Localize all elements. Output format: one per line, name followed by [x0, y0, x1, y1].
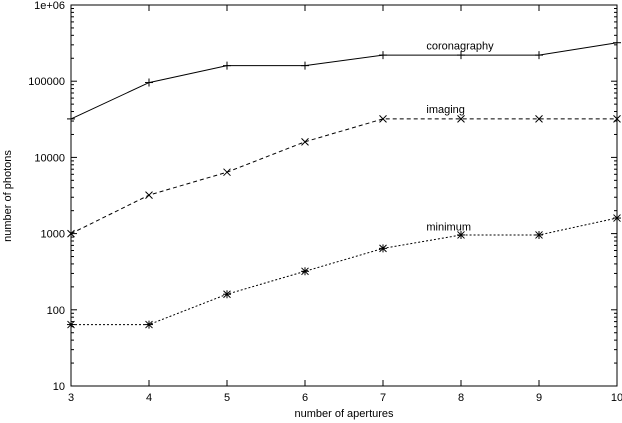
marker-stroke	[535, 115, 543, 123]
data-point	[145, 320, 153, 329]
data-point	[457, 51, 465, 60]
data-point	[613, 115, 621, 123]
data-point	[145, 78, 153, 87]
x-tick-label: 8	[458, 392, 464, 404]
marker-stroke	[379, 115, 387, 123]
data-point	[67, 114, 75, 123]
x-tick-label: 3	[68, 392, 74, 404]
x-tick-label: 5	[224, 392, 230, 404]
series-line-coronagraphy	[70, 42, 618, 120]
marker-stroke	[223, 290, 231, 299]
data-point	[535, 115, 543, 123]
series-group: coronagraphy imaging minimum	[67, 38, 621, 329]
marker-stroke	[67, 229, 75, 238]
marker-stroke	[301, 267, 309, 276]
y-tick-label: 10	[53, 381, 65, 393]
series-coronagraphy: coronagraphy	[67, 38, 621, 123]
data-point	[535, 51, 543, 60]
data-point	[613, 38, 621, 47]
x-tick-label: 4	[146, 392, 152, 404]
marker-stroke	[67, 320, 75, 329]
x-tick-label: 10	[611, 392, 622, 404]
data-point	[379, 51, 387, 60]
marker-stroke	[301, 137, 309, 146]
data-point	[223, 61, 231, 70]
marker-stroke	[457, 231, 465, 239]
data-point	[379, 244, 387, 253]
data-point	[379, 115, 387, 123]
y-tick-label: 100000	[28, 76, 65, 88]
data-point	[301, 61, 309, 70]
tick-labels: 3 4 5 6 7 8 9 10 10 100 1000 10000 100000 1e+06	[28, 0, 622, 404]
data-point	[67, 229, 75, 238]
marker-stroke	[379, 244, 387, 253]
data-point	[457, 230, 465, 239]
series-imaging: imaging	[67, 104, 621, 238]
axis-ticks	[70, 4, 618, 387]
series-minimum: minimum	[67, 214, 621, 329]
data-point	[67, 320, 75, 329]
series-label-minimum: minimum	[426, 221, 471, 233]
marker-stroke	[145, 320, 153, 329]
marker-stroke	[457, 115, 465, 123]
data-point	[613, 214, 621, 223]
series-label-coronagraphy: coronagraphy	[426, 41, 494, 53]
data-point	[457, 115, 465, 123]
marker-stroke	[613, 115, 621, 123]
marker-stroke	[535, 231, 543, 239]
data-point	[223, 168, 231, 177]
marker-stroke	[145, 191, 153, 199]
y-tick-label: 1000	[41, 229, 65, 241]
series-line-imaging	[70, 118, 617, 235]
data-point	[223, 290, 231, 299]
marker-stroke	[223, 168, 231, 177]
data-point	[145, 191, 153, 199]
x-tick-label: 7	[380, 392, 386, 404]
x-tick-label: 9	[536, 392, 542, 404]
plot-frame	[70, 4, 618, 387]
y-tick-label: 1e+06	[34, 0, 65, 12]
y-tick-label: 100	[47, 305, 65, 317]
x-tick-label: 6	[302, 392, 308, 404]
x-axis-title: number of apertures	[294, 408, 394, 420]
data-point	[535, 230, 543, 239]
series-label-imaging: imaging	[426, 104, 465, 116]
series-line-minimum	[71, 217, 618, 326]
y-axis-title: number of photons	[2, 150, 14, 242]
marker-stroke	[613, 214, 621, 222]
data-point	[301, 137, 309, 146]
data-point	[301, 267, 309, 276]
y-tick-label: 10000	[34, 152, 65, 164]
